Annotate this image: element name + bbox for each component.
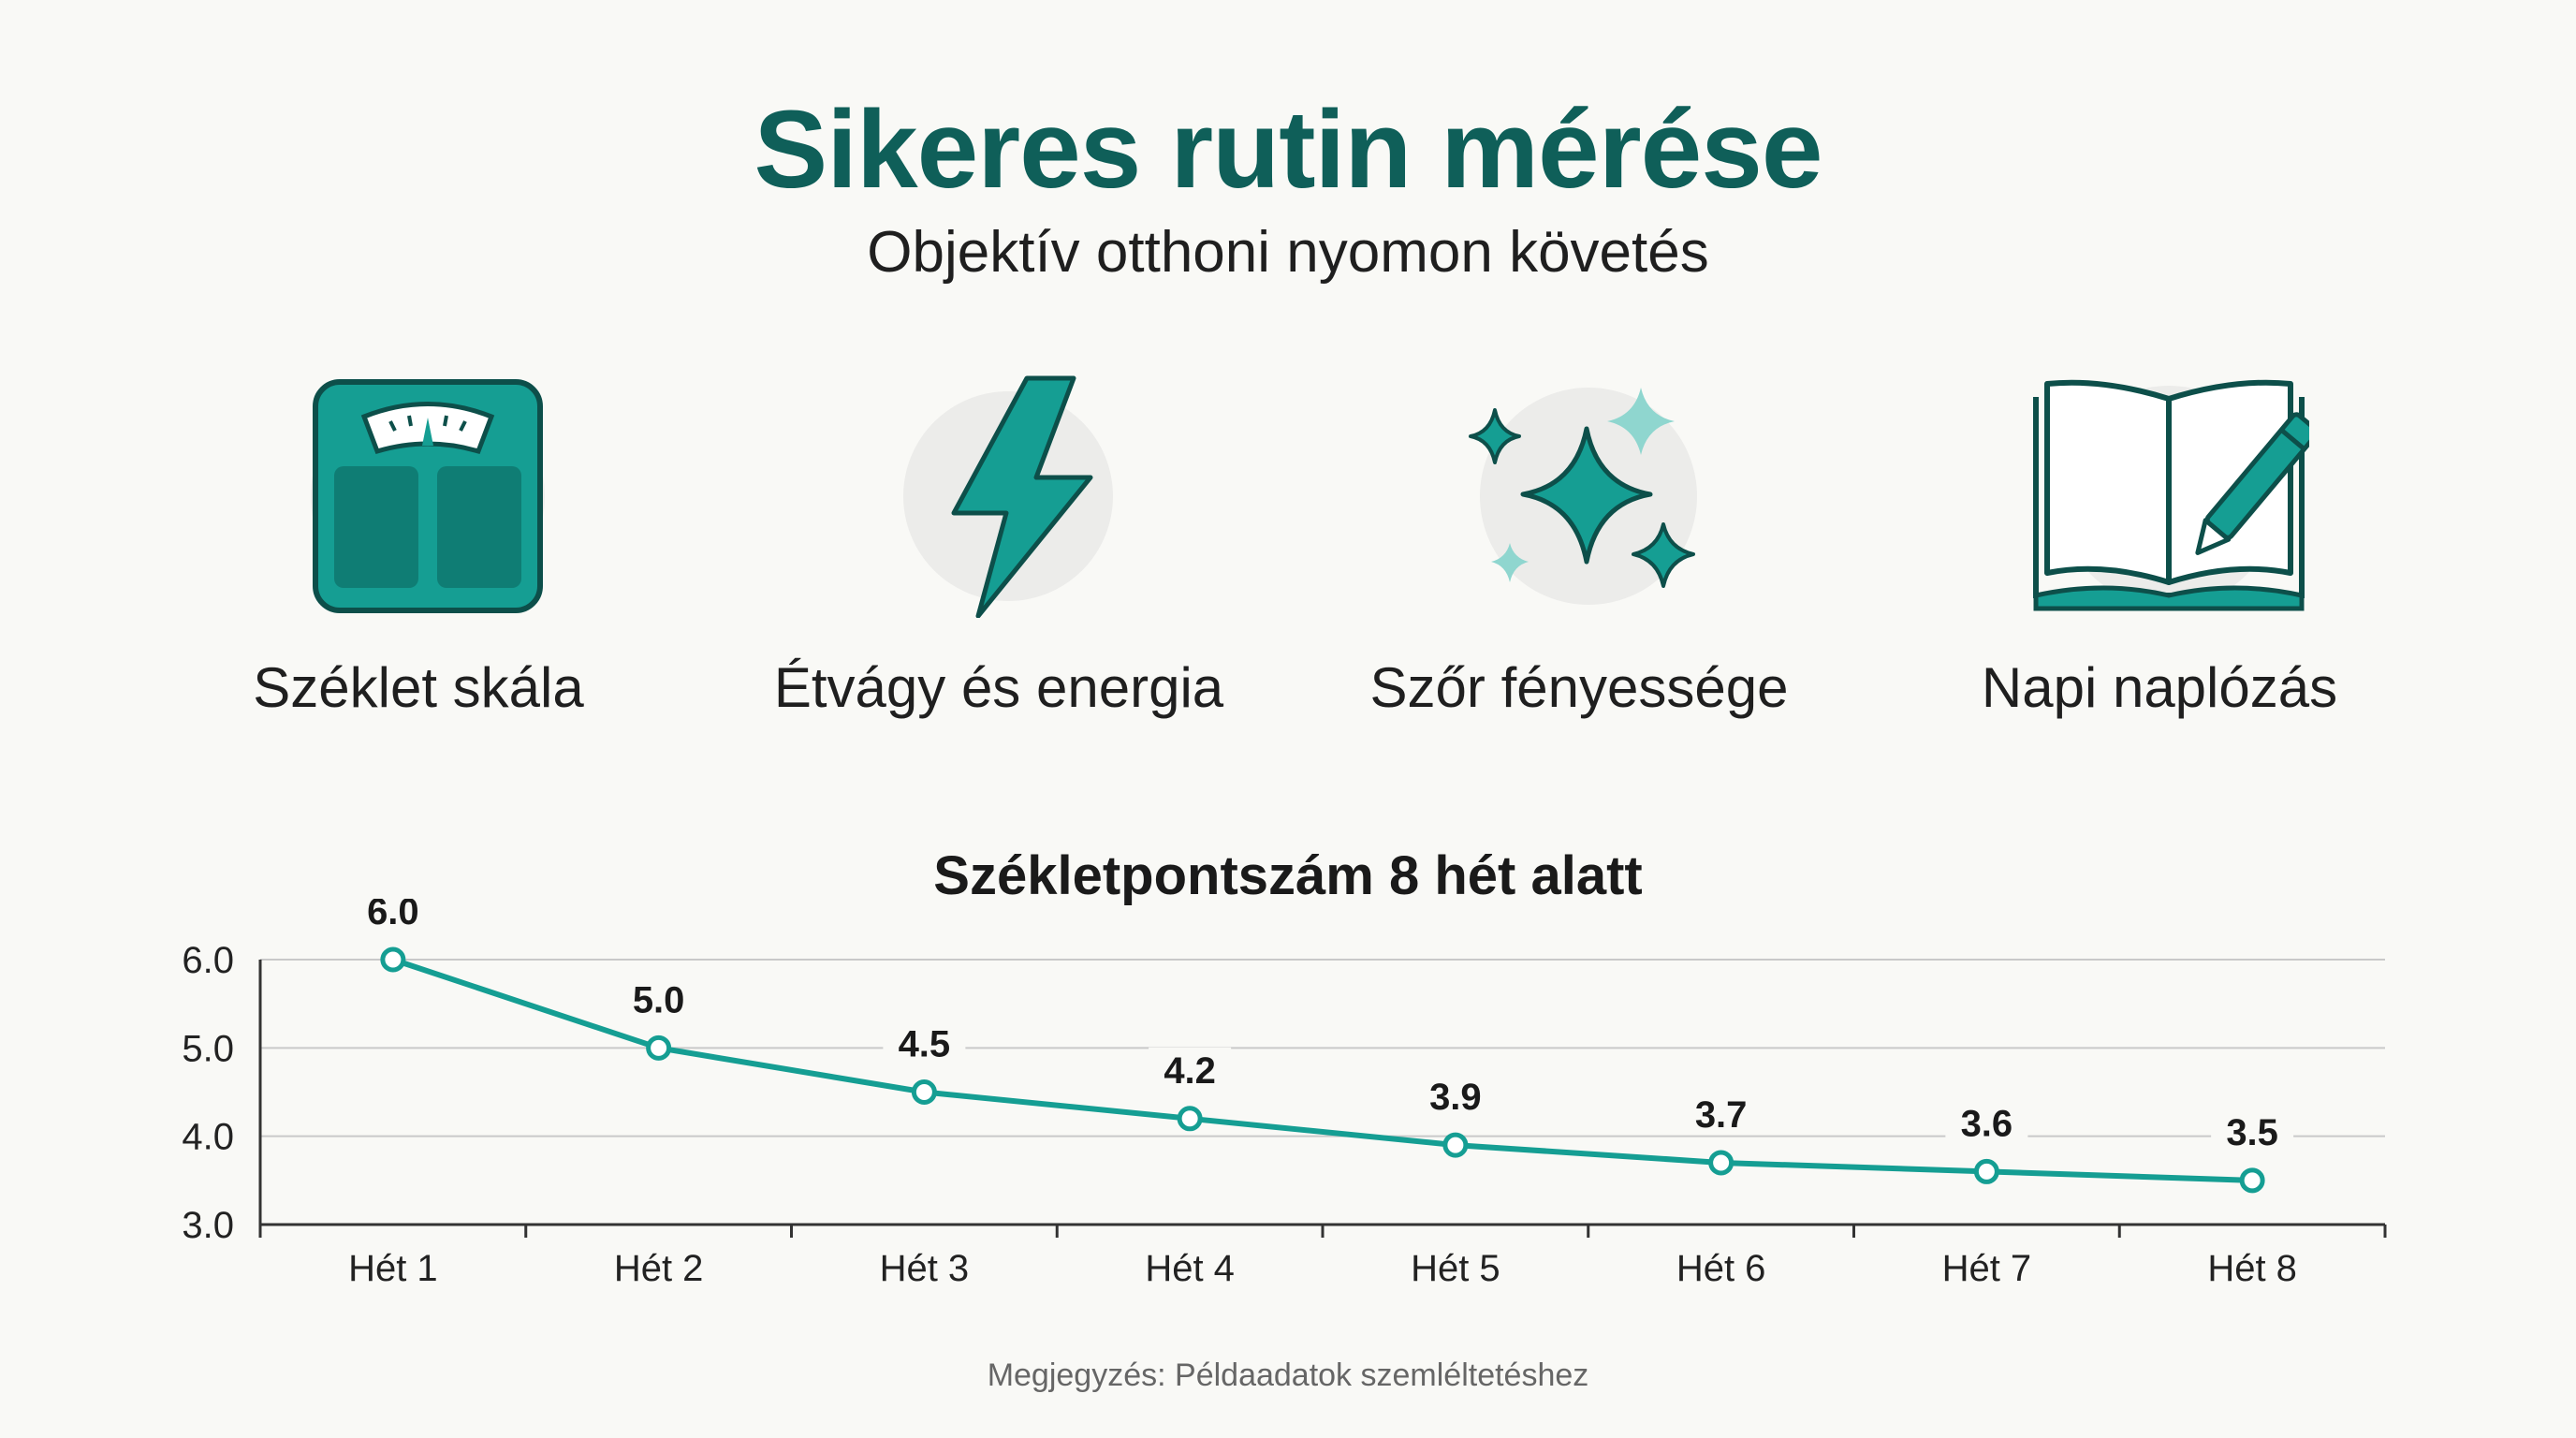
data-label: 3.5	[2226, 1112, 2278, 1153]
data-label-bg	[883, 1020, 966, 1064]
data-label-bg	[1945, 1100, 2028, 1144]
data-label: 6.0	[367, 899, 419, 932]
data-label-bg	[351, 899, 434, 932]
data-label-bg	[1679, 1091, 1763, 1135]
x-tick-label: Hét 3	[880, 1248, 970, 1289]
sparkle-icon	[1469, 388, 1697, 605]
data-label: 3.9	[1429, 1077, 1482, 1118]
data-label-bg	[617, 976, 700, 1020]
series-line	[391, 957, 2253, 1183]
data-label: 5.0	[633, 979, 685, 1020]
feature-label: Napi naplózás	[1981, 656, 2338, 719]
feature-appetite-energy: Étvágy és energia	[699, 374, 1298, 749]
y-tick-label: 3.0	[182, 1205, 234, 1246]
data-label-bg	[2211, 1108, 2294, 1152]
data-point	[911, 1079, 937, 1105]
footnote: Megjegyzés: Példaadatok szemléltetéshez	[987, 1357, 1589, 1393]
data-label-bg	[1149, 1047, 1232, 1091]
x-tick-label: Hét 6	[1676, 1248, 1766, 1289]
scale-icon	[311, 379, 545, 613]
data-point	[646, 1034, 672, 1061]
data-label-bg	[1413, 1074, 1497, 1118]
x-tick-label: Hét 8	[2207, 1248, 2297, 1289]
x-tick-label: Hét 1	[348, 1248, 438, 1289]
x-tick-label: Hét 5	[1411, 1248, 1500, 1289]
feature-label: Szőr fényessége	[1369, 656, 1789, 719]
data-label: 4.5	[899, 1024, 951, 1065]
y-tick-label: 6.0	[182, 940, 234, 981]
feature-label: Széklet skála	[253, 656, 584, 719]
notebook-pencil-icon	[2033, 379, 2309, 611]
page-subtitle: Objektív otthoni nyomon követés	[867, 220, 1709, 285]
feature-stool-scale: Széklet skála	[119, 374, 718, 749]
chart-title: Székletpontszám 8 hét alatt	[933, 845, 1643, 906]
stool-score-line-chart: 3.0 4.0 5.0 6.0 Hét 1 Hét 2 Hét 3 Hét 4 Hét 5 Hét…	[182, 899, 2387, 1289]
data-label: 3.6	[1961, 1103, 2013, 1144]
data-point	[1442, 1132, 1469, 1158]
lightning-icon	[903, 375, 1113, 618]
data-point	[1708, 1150, 1734, 1176]
x-tick-label: Hét 2	[614, 1248, 704, 1289]
data-label: 3.7	[1695, 1094, 1748, 1136]
y-tick-label: 5.0	[182, 1028, 234, 1069]
feature-daily-logging: Napi naplózás	[1860, 374, 2459, 749]
data-point	[1973, 1158, 1999, 1184]
page-title: Sikeres rutin mérése	[754, 88, 1823, 212]
data-point	[380, 946, 406, 973]
feature-label: Étvágy és energia	[773, 656, 1224, 719]
feature-coat-shine: Szőr fényessége	[1280, 374, 1879, 749]
data-point	[1177, 1106, 1203, 1132]
data-label: 4.2	[1164, 1050, 1216, 1092]
data-point	[2239, 1167, 2265, 1194]
y-tick-label: 4.0	[182, 1117, 234, 1158]
x-tick-label: Hét 7	[1942, 1248, 2032, 1289]
x-tick-label: Hét 4	[1145, 1248, 1235, 1289]
